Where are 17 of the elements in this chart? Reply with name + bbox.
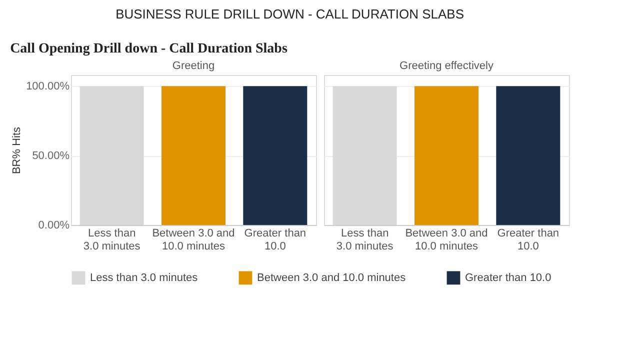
y-axis-title: BR% Hits — [11, 126, 24, 174]
legend-label: Less than 3.0 minutes — [90, 272, 198, 284]
y-tick-label: 100.00% — [26, 80, 70, 93]
x-axis-title: Greeting effectively — [400, 60, 494, 72]
y-tick-label: 0.00% — [38, 220, 70, 232]
x-tick-label: Greater than 10.0 — [244, 228, 306, 252]
x-tick-label: Greater than 10.0 — [497, 228, 560, 252]
chart-subtitle: Call Opening Drill down - Call Duration Slabs — [10, 42, 288, 56]
x-tick-label: Less than 3.0 minutes — [83, 228, 141, 252]
x-tick-label: Between 3.0 and 10.0 minutes — [405, 228, 488, 252]
chart-title: BUSINESS RULE DRILL DOWN - CALL DURATION SLABS — [116, 6, 464, 22]
x-tick-label: Between 3.0 and 10.0 minutes — [152, 228, 235, 252]
legend-label: Between 3.0 and 10.0 minutes — [257, 272, 406, 284]
x-axis-title: Greeting — [172, 60, 215, 72]
x-tick-label: Less than 3.0 minutes — [336, 228, 394, 252]
y-tick-label: 50.00% — [32, 150, 70, 162]
legend-label: Greater than 10.0 — [465, 272, 552, 284]
